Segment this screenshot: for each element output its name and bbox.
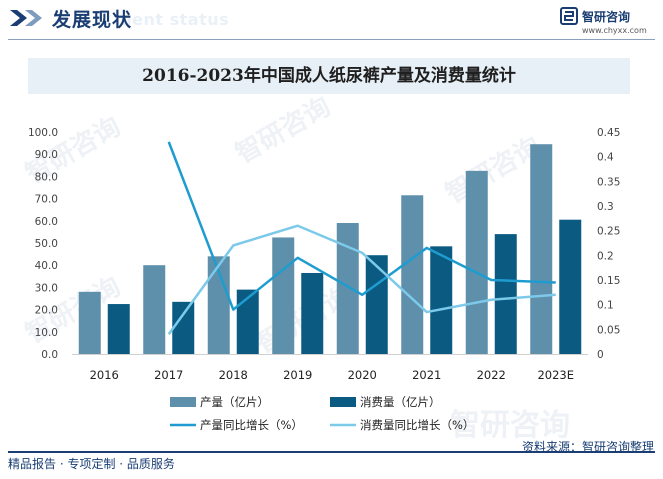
bar-production — [272, 237, 295, 354]
bar-consumption — [172, 301, 195, 354]
line-production-growth — [167, 141, 556, 311]
bar-consumption — [494, 234, 517, 354]
line-consumption-growth — [167, 224, 556, 336]
double-chevron-icon — [10, 10, 42, 26]
bar-consumption — [301, 272, 324, 354]
bar-production — [401, 195, 424, 354]
bar-production — [530, 144, 553, 354]
y2-axis-tick-label: 0.2 — [597, 250, 614, 262]
y2-axis-tick-label: 0.15 — [597, 275, 620, 287]
footer-slogan: 精品报告 · 专项定制 · 品质服务 — [8, 457, 175, 471]
bar-production — [465, 170, 488, 354]
page-title: 发展现状 — [52, 9, 133, 31]
legend-swatch — [330, 397, 356, 407]
x-axis-tick-label: 2021 — [412, 368, 441, 382]
brand-name: 智研咨询 — [582, 10, 631, 24]
x-axis-tick-label: 2022 — [477, 368, 506, 382]
x-axis-tick-label: 2020 — [348, 368, 377, 382]
footer-divider — [8, 451, 655, 453]
y-axis-tick-label: 30.0 — [35, 282, 58, 294]
y2-axis-tick-label: 0.05 — [597, 324, 620, 336]
y-axis-tick-label: 90.0 — [35, 149, 58, 161]
legend-swatch — [170, 397, 196, 407]
y-axis-tick-label: 70.0 — [35, 194, 58, 206]
x-axis-tick-label: 2019 — [283, 368, 312, 382]
bar-production — [143, 265, 166, 354]
y-axis-tick-label: 100.0 — [28, 127, 58, 139]
chart-title: 2016-2023年中国成人纸尿裤产量及消费量统计 — [142, 66, 516, 86]
bar-production — [336, 223, 359, 354]
y2-axis-tick-label: 0.25 — [597, 226, 620, 238]
y2-axis-tick-label: 0.45 — [597, 127, 620, 139]
y2-axis-tick-label: 0.3 — [597, 201, 614, 213]
legend-label: 产量（亿片） — [200, 395, 269, 409]
x-axis-tick-label: 2018 — [219, 368, 248, 382]
source-note: 资料来源：智研咨询整理 — [521, 440, 654, 454]
header-divider — [8, 39, 655, 40]
watermark: 智研咨询 — [450, 408, 570, 443]
bar-production — [207, 256, 230, 354]
bar-consumption — [365, 255, 388, 354]
y2-axis-tick-label: 0.4 — [597, 152, 614, 164]
bar-consumption — [236, 289, 259, 354]
y2-axis-tick-label: 0 — [597, 349, 604, 361]
legend-label: 消费量同比增长（%） — [360, 418, 474, 432]
y-axis-tick-label: 10.0 — [35, 327, 58, 339]
x-axis-tick-label: 2016 — [90, 368, 119, 382]
y2-axis-tick-label: 0.35 — [597, 176, 620, 188]
legend-label: 消费量（亿片） — [360, 395, 441, 409]
bar-consumption — [107, 304, 130, 354]
y-axis-tick-label: 50.0 — [35, 238, 58, 250]
y-axis-tick-label: 0.0 — [41, 349, 58, 361]
bar-consumption — [430, 246, 453, 354]
x-axis-tick-label: 2023E — [537, 368, 574, 382]
header-subtitle-watermark: ment status — [115, 10, 230, 29]
y-axis-tick-label: 40.0 — [35, 260, 58, 272]
y-axis-tick-label: 80.0 — [35, 171, 58, 183]
brand-url: www.chyxx.com — [582, 26, 647, 35]
bar-production — [78, 291, 101, 354]
y-axis-tick-label: 60.0 — [35, 216, 58, 228]
bar-consumption — [559, 219, 582, 354]
y-axis-tick-label: 20.0 — [35, 305, 58, 317]
brand-logo: 智研咨询 www.chyxx.com — [560, 6, 660, 38]
legend-label: 产量同比增长（%） — [200, 418, 303, 432]
y2-axis-tick-label: 0.1 — [597, 300, 614, 312]
page-header: ment status 发展现状 智研咨询 www.chyxx.com — [0, 0, 663, 40]
chart-title-band: 2016-2023年中国成人纸尿裤产量及消费量统计 — [28, 58, 630, 94]
brand-logo-icon — [560, 7, 578, 25]
x-axis-tick-label: 2017 — [154, 368, 183, 382]
